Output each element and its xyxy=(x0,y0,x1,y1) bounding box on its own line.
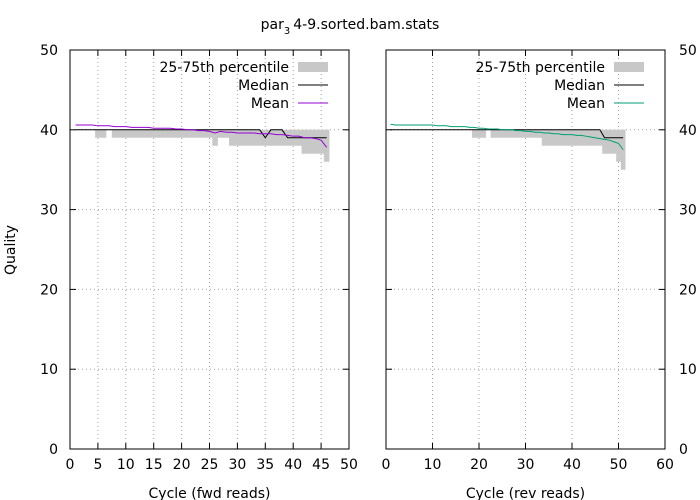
panel-rev-x-axis-label: Cycle (rev reads) xyxy=(466,486,585,500)
panel-rev-y-tick-label: 0 xyxy=(679,442,688,458)
panel-rev-x-tick-label: 60 xyxy=(656,457,674,473)
panel-rev-legend-label-percentile: 25-75th percentile xyxy=(475,60,605,76)
panel-rev-legend-label-mean: Mean xyxy=(567,96,605,112)
panel-fwd-x-tick-label: 25 xyxy=(201,457,219,473)
panel-fwd-x-tick-label: 15 xyxy=(145,457,163,473)
panel-fwd-x-tick-label: 45 xyxy=(312,457,330,473)
panel-fwd: 0 5 10 15 20 25 30 35 40 45 50 0 10 20 30 40 50 Cycle (fw… xyxy=(40,43,358,500)
panel-fwd-median-line xyxy=(75,129,327,139)
panel-fwd-x-tick-label: 30 xyxy=(228,457,246,473)
panel-fwd-y-tick-label: 0 xyxy=(49,442,58,458)
panel-fwd-x-axis-label: Cycle (fwd reads) xyxy=(149,486,271,500)
panel-fwd-y-tick-label: 10 xyxy=(40,362,58,378)
panel-rev-x-tick-label: 40 xyxy=(563,457,581,473)
panel-fwd-x-tick-label: 10 xyxy=(117,457,135,473)
panel-fwd-x-tick-label: 20 xyxy=(173,457,191,473)
panel-fwd-y-tick-label: 50 xyxy=(40,43,58,59)
panel-fwd-legend-label-median: Median xyxy=(238,78,289,94)
panel-fwd-y-tick-label: 40 xyxy=(40,123,58,139)
panel-fwd-plot-frame xyxy=(69,49,350,450)
panel-rev-plot-frame xyxy=(385,49,666,450)
panel-rev-y-tick-label: 30 xyxy=(679,203,697,219)
panel-rev-x-tick-label: 50 xyxy=(610,457,628,473)
panel-rev-x-tick-label: 10 xyxy=(424,457,442,473)
panel-rev-legend-swatch-percentile xyxy=(614,62,644,72)
panel-fwd-x-tick-label: 50 xyxy=(340,457,358,473)
panel-rev: 0 10 20 30 40 50 60 0 10 20 30 40 50 Cycle (rev reads… xyxy=(382,43,697,500)
y-axis-label: Quality xyxy=(3,225,19,275)
panel-rev-y-tick-label: 40 xyxy=(679,123,697,139)
panel-rev-x-tick-label: 0 xyxy=(382,457,391,473)
panel-rev-mean-line xyxy=(390,123,624,151)
panel-fwd-legend-label-mean: Mean xyxy=(251,96,289,112)
panel-rev-y-tick-label: 10 xyxy=(679,362,697,378)
chart-title-subscript: 3 xyxy=(284,26,290,37)
panel-fwd-x-tick-label: 40 xyxy=(284,457,302,473)
panel-fwd-x-tick-label: 35 xyxy=(256,457,274,473)
panel-fwd-percentile-band xyxy=(72,129,330,162)
panel-fwd-legend-label-percentile: 25-75th percentile xyxy=(159,60,289,76)
panel-rev-y-tick-label: 20 xyxy=(679,282,697,298)
panel-fwd-y-tick-label: 30 xyxy=(40,203,58,219)
panel-fwd-y-tick-label: 20 xyxy=(40,282,58,298)
panels: 0 5 10 15 20 25 30 35 40 45 50 0 10 20 30 40 50 Cycle (fw… xyxy=(40,43,697,500)
panel-fwd-x-tick-label: 5 xyxy=(93,457,102,473)
chart-title: par3 4-9.sorted.bam.stats xyxy=(261,17,440,37)
panel-rev-x-tick-label: 30 xyxy=(517,457,535,473)
panel-rev-y-tick-label: 50 xyxy=(679,43,697,59)
panel-rev-legend-label-median: Median xyxy=(554,78,605,94)
panel-rev-percentile-band xyxy=(388,129,626,170)
panel-rev-x-tick-label: 20 xyxy=(470,457,488,473)
panel-fwd-mean-line xyxy=(75,124,328,148)
panel-fwd-legend-swatch-percentile xyxy=(298,62,328,72)
panel-fwd-x-tick-label: 0 xyxy=(66,457,75,473)
